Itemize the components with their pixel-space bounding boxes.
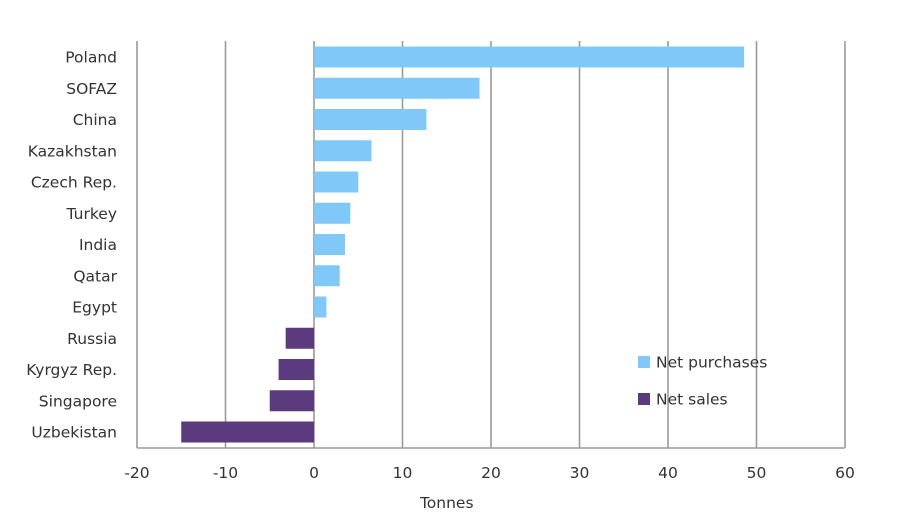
category-label-egypt: Egypt <box>72 299 117 317</box>
bar-turkey <box>314 202 351 224</box>
x-axis-title: Tonnes <box>419 494 474 512</box>
category-label-china: China <box>73 111 117 129</box>
category-label-turkey: Turkey <box>66 205 117 223</box>
x-tick-label-0: 0 <box>309 464 319 482</box>
x-tick-label-40: 40 <box>658 464 678 482</box>
category-label-sofaz: SOFAZ <box>66 80 117 98</box>
bar-sofaz <box>314 77 480 99</box>
category-label-russia: Russia <box>67 330 117 348</box>
category-label-uzbekistan: Uzbekistan <box>31 424 117 442</box>
x-tick-label--10: -10 <box>213 464 238 482</box>
gridlines <box>136 41 846 449</box>
legend: Net purchases Net sales <box>638 354 767 409</box>
bar-qatar <box>314 265 340 287</box>
x-tick-label-20: 20 <box>481 464 501 482</box>
legend-swatch-net-sales <box>638 393 650 405</box>
x-tick-label-30: 30 <box>570 464 590 482</box>
legend-swatch-net-purchases <box>638 356 650 368</box>
bar-india <box>314 234 345 255</box>
category-label-qatar: Qatar <box>73 267 117 285</box>
bar-russia <box>285 327 314 349</box>
category-label-kazakhstan: Kazakhstan <box>28 142 117 160</box>
category-label-singapore: Singapore <box>39 392 117 410</box>
category-labels: Poland SOFAZ China Kazakhstan Czech Rep. Turk… <box>26 49 117 442</box>
category-label-kyrgyz-rep: Kyrgyz Rep. <box>26 361 117 379</box>
bar-china <box>314 109 427 130</box>
category-label-poland: Poland <box>65 49 117 67</box>
legend-label-net-sales: Net sales <box>656 391 728 409</box>
bars <box>181 46 745 443</box>
x-tick-label-10: 10 <box>393 464 413 482</box>
bar-uzbekistan <box>181 421 314 443</box>
bar-poland <box>314 46 745 68</box>
bar-singapore <box>269 390 314 412</box>
x-tick-labels: -20 -10 0 10 20 30 40 50 60 <box>124 464 855 482</box>
bar-czech-rep <box>314 171 359 193</box>
category-label-czech-rep: Czech Rep. <box>31 174 117 192</box>
x-tick-label-60: 60 <box>835 464 855 482</box>
bar-egypt <box>314 296 327 318</box>
category-label-india: India <box>79 236 117 254</box>
x-tick-label-50: 50 <box>747 464 767 482</box>
legend-label-net-purchases: Net purchases <box>656 354 767 372</box>
x-tick-label--20: -20 <box>124 464 149 482</box>
bar-kyrgyz-rep <box>278 359 314 380</box>
bar-kazakhstan <box>314 140 372 162</box>
